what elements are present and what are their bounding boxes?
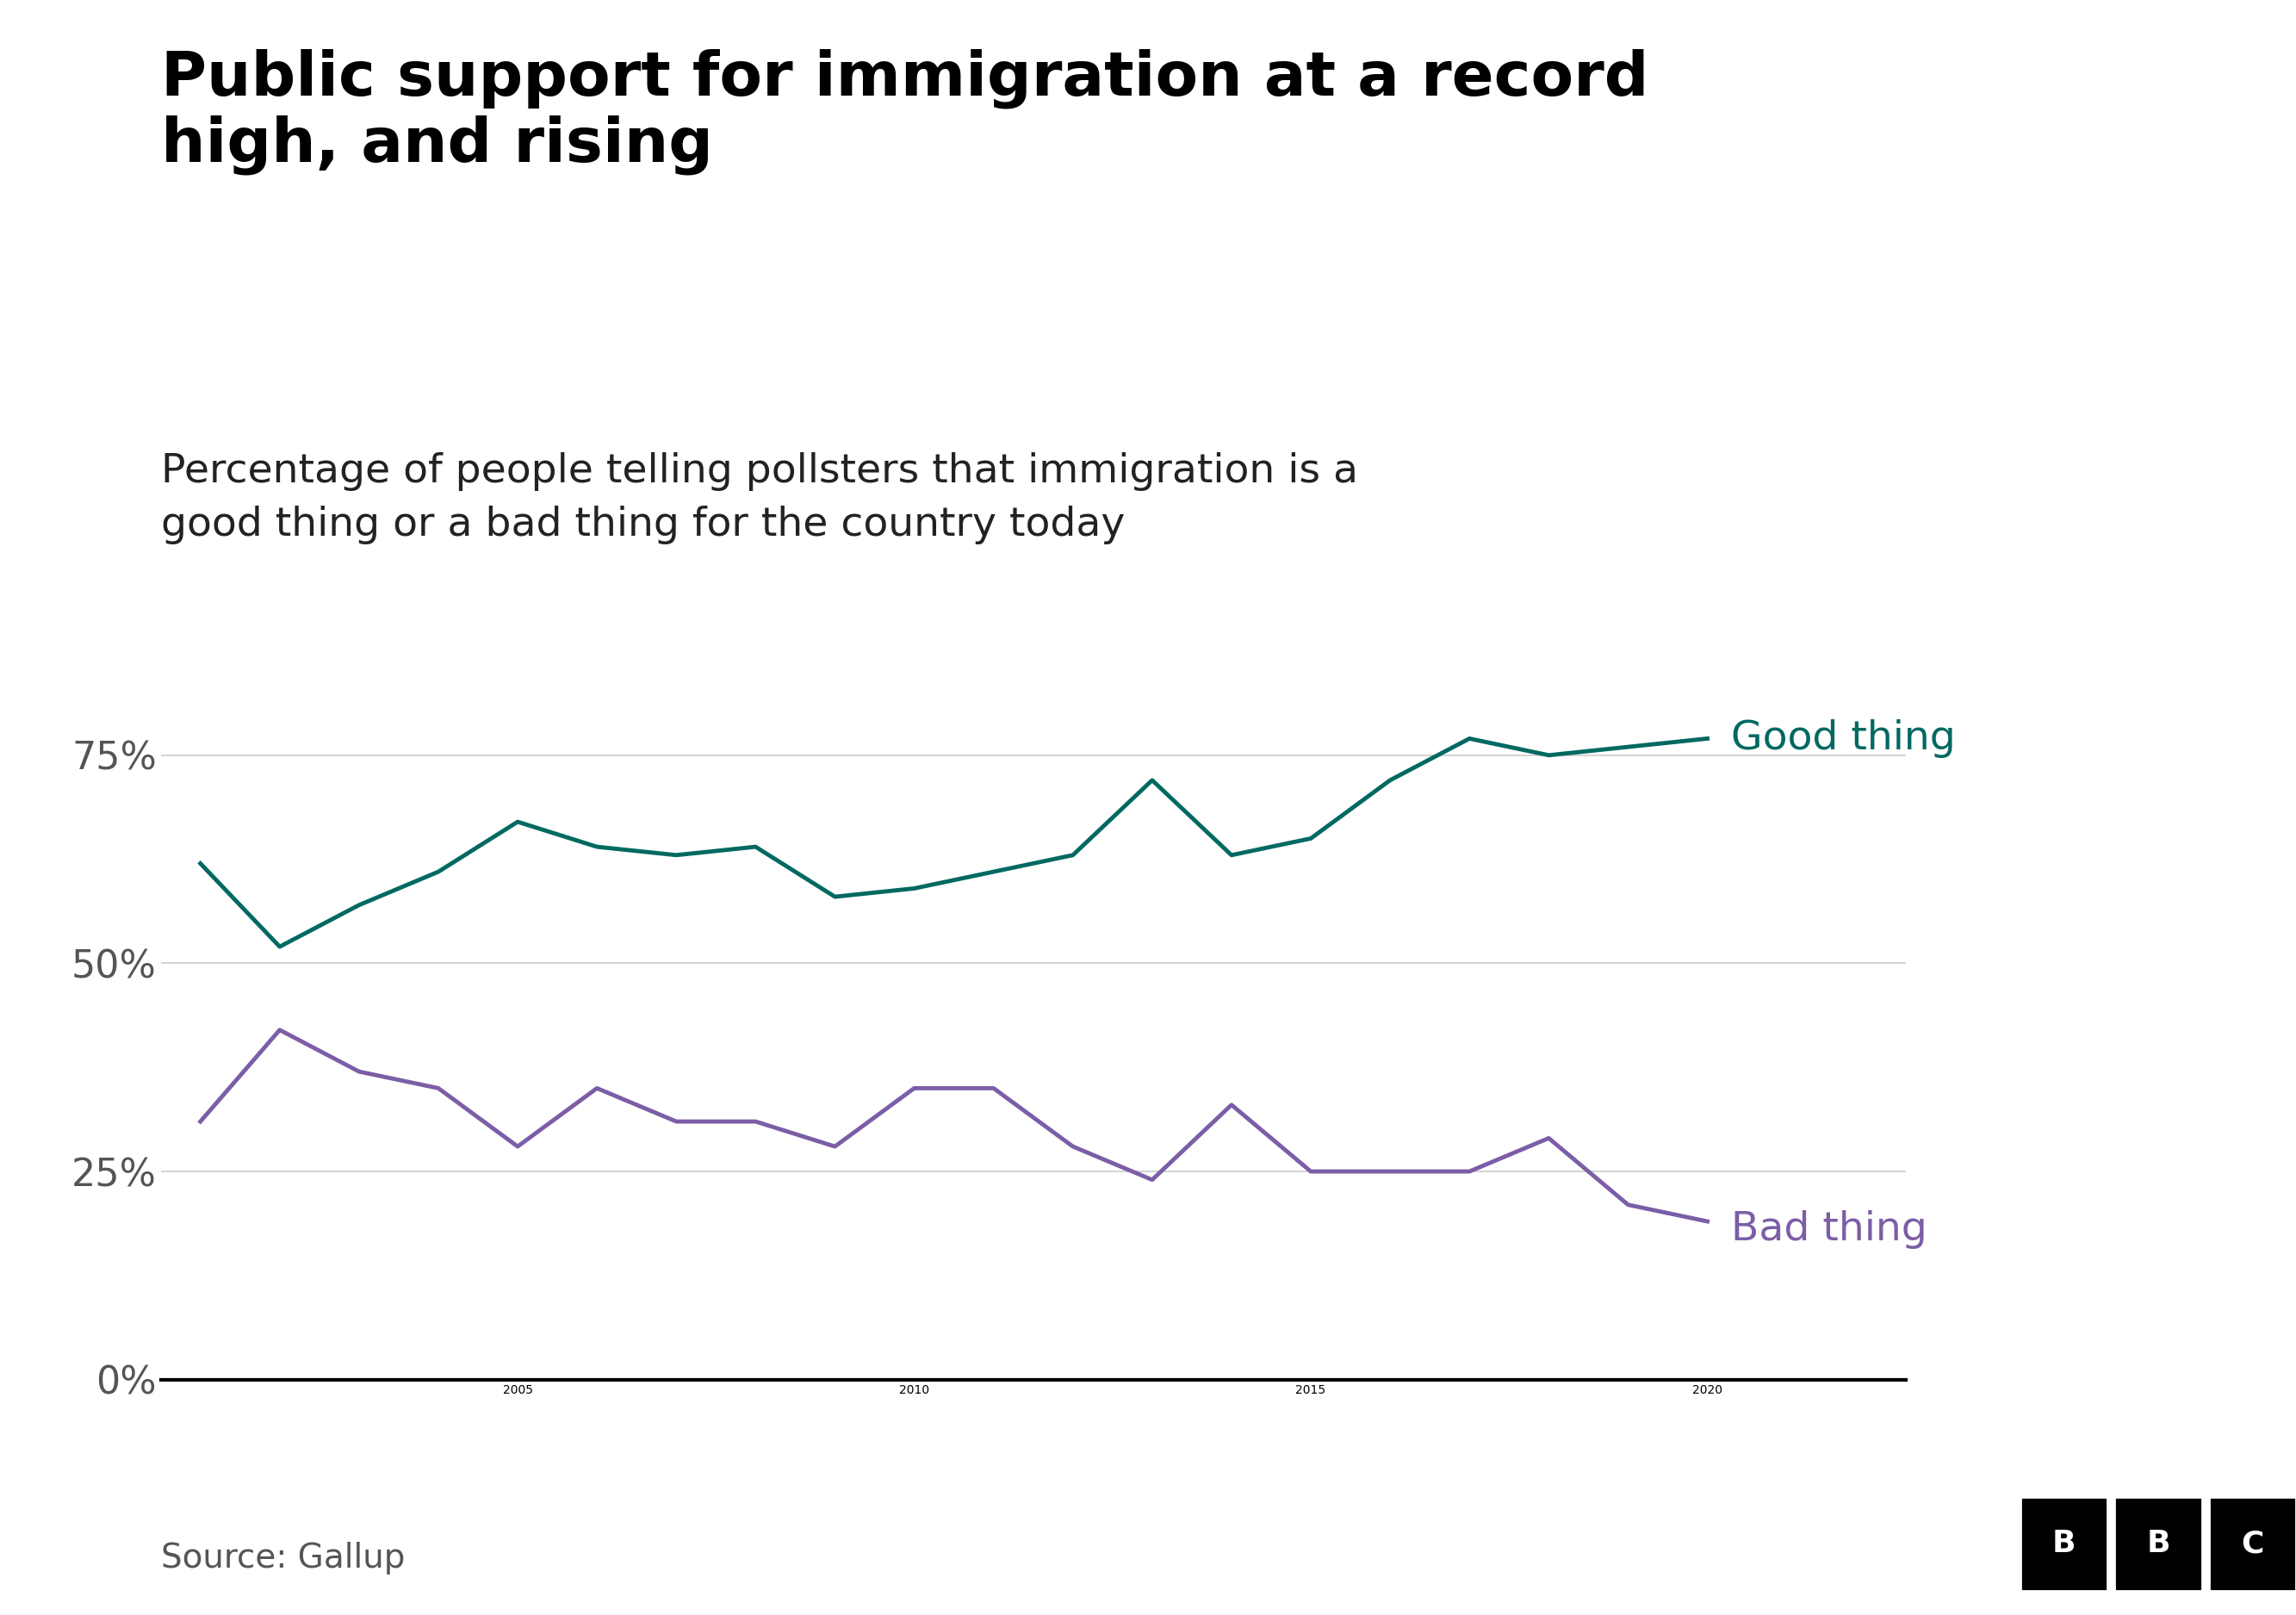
Text: Percentage of people telling pollsters that immigration is a
good thing or a bad: Percentage of people telling pollsters t… [161, 452, 1357, 544]
Text: B: B [2147, 1529, 2170, 1558]
Text: B: B [2053, 1529, 2076, 1558]
Text: Good thing: Good thing [1731, 719, 1956, 757]
Text: C: C [2241, 1529, 2264, 1558]
Text: Bad thing: Bad thing [1731, 1210, 1926, 1248]
Text: Source: Gallup: Source: Gallup [161, 1542, 404, 1575]
Text: Public support for immigration at a record
high, and rising: Public support for immigration at a reco… [161, 48, 1649, 174]
